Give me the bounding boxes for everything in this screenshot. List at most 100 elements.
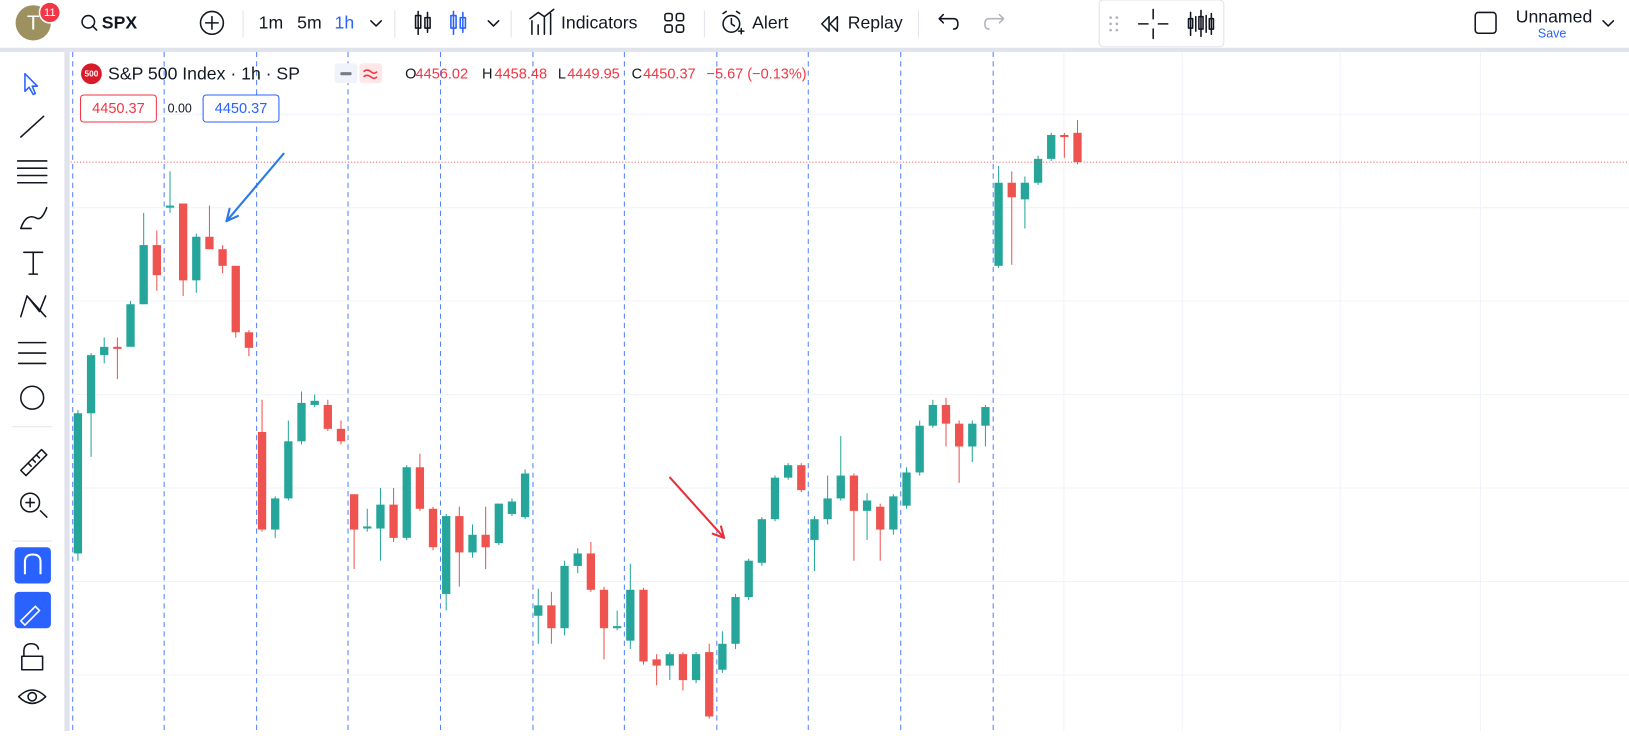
compare-button[interactable]	[199, 10, 225, 36]
candle-body	[994, 182, 1003, 266]
candle-body	[1033, 158, 1043, 183]
crosshair-icon[interactable]	[1137, 8, 1169, 40]
buy-button[interactable]	[202, 94, 280, 123]
ohlc-value: 4450.37	[643, 67, 696, 83]
text-tool[interactable]	[23, 251, 44, 275]
lock-tool[interactable]	[21, 642, 44, 671]
legend-button[interactable]	[359, 63, 383, 84]
candle-body	[271, 498, 280, 530]
pencil-icon	[19, 605, 41, 627]
icons-tool[interactable]	[19, 385, 45, 410]
candle-body	[297, 402, 306, 442]
candle-body	[862, 500, 872, 511]
candle-body	[455, 516, 464, 553]
candle-body	[915, 425, 924, 473]
candle-body	[363, 526, 372, 529]
candle-body	[336, 428, 346, 442]
sell-button[interactable]	[79, 94, 157, 123]
candle-body	[126, 304, 135, 347]
ohlc-label: L	[558, 67, 566, 83]
candle-body	[902, 472, 911, 506]
cursor-tool[interactable]	[24, 72, 39, 96]
candle-body	[323, 404, 332, 429]
candles	[70, 120, 1629, 719]
symbol-logo-text: 500	[84, 68, 98, 78]
candle-body	[284, 441, 293, 499]
bars-icon[interactable]	[1187, 9, 1215, 38]
candle-body	[810, 519, 819, 540]
ohlc-label: H	[482, 67, 493, 83]
candle-body	[507, 501, 517, 514]
brush-tool[interactable]	[19, 206, 48, 230]
candle-body	[599, 589, 609, 629]
candle-body	[691, 654, 701, 681]
zoom-tool[interactable]	[25, 497, 48, 518]
chevron[interactable]	[1602, 19, 1615, 27]
save-button[interactable]: Save	[1538, 27, 1566, 41]
candle-body	[836, 475, 845, 499]
candle-body	[1073, 132, 1082, 163]
left-separators	[12, 426, 52, 542]
undo[interactable]	[938, 13, 959, 30]
alert-icon[interactable]	[722, 10, 745, 35]
chevron[interactable]	[370, 19, 383, 27]
candle-body	[534, 605, 543, 616]
ohlc-value: 4449.95	[567, 67, 620, 83]
replay-icon[interactable]	[820, 15, 839, 32]
candle-body	[797, 465, 806, 491]
chart-type-icon-active[interactable]	[450, 10, 467, 36]
magnet-tool[interactable]	[14, 547, 51, 584]
left-toolbar-border	[64, 51, 70, 732]
candle-body	[783, 465, 793, 478]
replay-button[interactable]: Replay	[848, 13, 903, 33]
layout-icon[interactable]	[1474, 11, 1497, 35]
layout-name[interactable]: Unnamed	[1516, 6, 1593, 26]
buy-price[interactable]: 4450.37	[215, 101, 268, 117]
candle-body	[152, 245, 161, 276]
candle-body	[849, 475, 859, 511]
session-breaks	[72, 51, 994, 731]
candle-body	[876, 506, 885, 530]
indicators-icon[interactable]	[529, 8, 555, 36]
prediction-tool[interactable]	[17, 341, 47, 365]
sell-price[interactable]: 4450.37	[92, 101, 145, 117]
candle-body	[481, 534, 490, 548]
search-icon[interactable]	[81, 14, 98, 31]
chart-type-icon[interactable]	[414, 10, 431, 36]
alert-button[interactable]: Alert	[752, 13, 788, 33]
ohlc-value: 4458.48	[495, 67, 548, 83]
ruler-tool[interactable]	[19, 448, 48, 477]
chevron[interactable]	[487, 19, 500, 27]
candle-body	[941, 404, 951, 424]
candle-body	[1020, 182, 1030, 200]
drag-handle[interactable]	[1109, 16, 1119, 32]
candle-body	[349, 494, 359, 530]
change: −5.67 (−0.13%)	[706, 67, 806, 83]
notification-badge	[38, 1, 62, 24]
magnet-icon	[23, 553, 42, 575]
candle-body	[678, 654, 688, 681]
candle-body	[1007, 182, 1016, 198]
candle-body	[165, 205, 175, 208]
candle-body	[639, 589, 648, 662]
candle-body	[560, 565, 569, 629]
candle-body	[415, 467, 425, 509]
trend-line-tool[interactable]	[19, 115, 45, 138]
legend-icon	[363, 69, 378, 80]
templates-icon[interactable]	[664, 12, 685, 33]
candle-body	[520, 473, 530, 518]
visibility-tool[interactable]	[17, 689, 47, 705]
candle-body	[1047, 134, 1056, 159]
symbol[interactable]: SPX	[102, 13, 138, 33]
interval[interactable]: 5m	[297, 13, 322, 33]
candle-body	[244, 332, 254, 348]
interval[interactable]: 1m	[259, 13, 284, 33]
interval-active[interactable]: 1h	[335, 13, 355, 33]
indicators-button[interactable]: Indicators	[561, 13, 638, 33]
candle-body	[178, 203, 188, 281]
left-toolbar	[16, 72, 48, 705]
fib-tool[interactable]	[16, 160, 48, 184]
pattern-tool[interactable]	[19, 295, 47, 318]
candle-body	[389, 504, 398, 538]
